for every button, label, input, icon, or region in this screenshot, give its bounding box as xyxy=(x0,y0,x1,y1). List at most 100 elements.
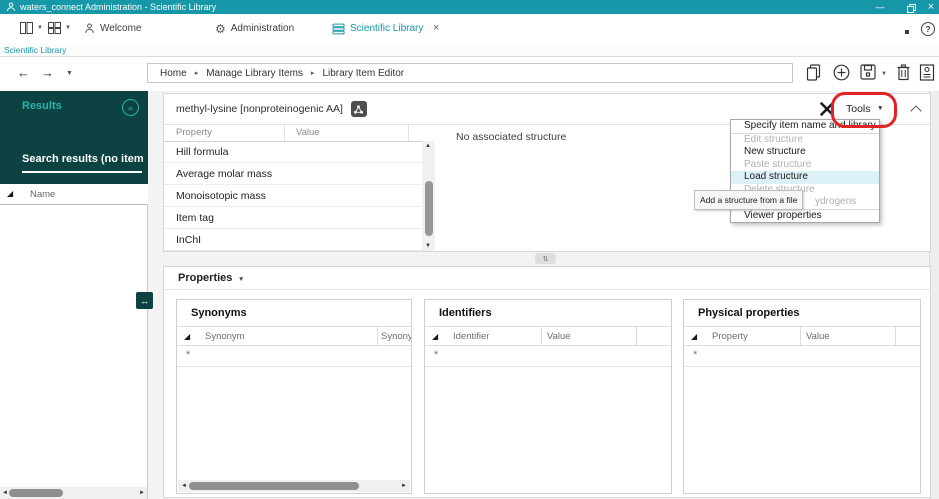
new-row[interactable]: * xyxy=(425,346,671,367)
property-row-monoisotopic-mass[interactable]: Monoisotopic mass xyxy=(164,185,422,207)
breadcrumb-library-item-editor[interactable]: Library Item Editor xyxy=(322,67,405,79)
sort-corner-icon[interactable]: ◢ xyxy=(184,332,191,341)
restore-button[interactable] xyxy=(902,0,918,14)
property-table-scrollbar[interactable]: ▲ ▼ xyxy=(422,141,435,251)
synonyms-grid-header: ◢ Synonym Synonym t xyxy=(177,326,411,346)
grid-view-icon[interactable] xyxy=(48,22,61,34)
split-view-icon[interactable] xyxy=(20,22,33,34)
scrollbar-thumb[interactable] xyxy=(189,482,359,490)
gear-icon: ⚙ xyxy=(215,21,226,36)
menu-item-load-structure[interactable]: Load structure xyxy=(731,171,879,184)
results-panel: Results « Search results (no items fou..… xyxy=(0,91,148,499)
collapse-panel-icon[interactable]: « xyxy=(122,99,139,116)
tab-welcome[interactable]: Welcome xyxy=(84,14,142,43)
tools-caret-icon[interactable]: ▼ xyxy=(877,105,884,112)
history-caret-icon[interactable]: ▼ xyxy=(66,70,73,77)
sort-corner-icon[interactable]: ◢ xyxy=(432,332,439,341)
new-row-marker: * xyxy=(434,349,439,361)
property-row-hill-formula[interactable]: Hill formula xyxy=(164,141,422,163)
synonyms-horizontal-scrollbar[interactable]: ◄ ► xyxy=(178,480,410,492)
breadcrumb-home[interactable]: Home xyxy=(160,67,187,79)
identifier-column-header[interactable]: Identifier xyxy=(453,331,490,342)
breadcrumb-separator-icon: ▸ xyxy=(310,70,315,77)
scroll-right-icon[interactable]: ► xyxy=(401,482,407,489)
scroll-right-icon[interactable]: ► xyxy=(139,489,145,496)
menu-item-new-structure[interactable]: New structure xyxy=(744,146,806,157)
property-column-header[interactable]: Property xyxy=(176,127,212,138)
scroll-down-icon[interactable]: ▼ xyxy=(425,243,431,249)
value-column-header[interactable]: Value xyxy=(547,331,571,342)
sort-corner-icon[interactable]: ◢ xyxy=(7,189,14,198)
tools-button[interactable]: Tools xyxy=(846,103,871,115)
synonym-type-column-header[interactable]: Synonym t xyxy=(381,331,411,342)
help-icon[interactable]: ? xyxy=(921,22,935,36)
results-grid-header: ◢ Name xyxy=(0,184,148,205)
close-button[interactable]: × xyxy=(927,1,935,13)
search-results-label: Search results (no items fou... xyxy=(22,153,144,165)
panel-splitter-handle[interactable]: ↔ xyxy=(136,292,153,309)
item-title: methyl-lysine [nonproteinogenic AA] xyxy=(176,103,343,115)
person-icon xyxy=(84,23,95,34)
property-column-header[interactable]: Property xyxy=(712,331,748,342)
identifiers-panel: Identifiers ◢ Identifier Value * xyxy=(424,299,672,494)
library-icon xyxy=(332,23,345,35)
value-column-header[interactable]: Value xyxy=(806,331,830,342)
save-icon[interactable] xyxy=(860,64,876,80)
properties-caret-icon[interactable]: ▼ xyxy=(238,276,245,283)
tab-bar: ▼ ▼ Welcome ⚙ Administration Scientific … xyxy=(0,14,939,57)
scroll-left-icon[interactable]: ◄ xyxy=(181,482,187,489)
menu-item-viewer-properties[interactable]: Viewer properties xyxy=(731,208,879,223)
new-row[interactable]: * xyxy=(177,346,411,367)
physical-properties-grid-header: ◢ Property Value xyxy=(684,326,920,346)
structure-badge-icon xyxy=(350,101,367,117)
scroll-up-icon[interactable]: ▲ xyxy=(425,143,431,149)
physical-properties-title: Physical properties xyxy=(698,307,800,319)
editor-header: methyl-lysine [nonproteinogenic AA] Tool… xyxy=(164,94,930,125)
tab-scientific-library[interactable]: Scientific Library xyxy=(332,14,423,43)
properties-title[interactable]: Properties xyxy=(178,272,233,284)
synonyms-panel: Synonyms ◢ Synonym Synonym t * ◄ ► xyxy=(176,299,412,494)
property-row-item-tag[interactable]: Item tag xyxy=(164,207,422,229)
property-table-header: Property Value xyxy=(164,124,422,142)
search-results-underline xyxy=(22,171,142,173)
scrollbar-thumb[interactable] xyxy=(424,181,433,236)
scrollbar-thumb[interactable] xyxy=(9,489,63,497)
name-column-header[interactable]: Name xyxy=(30,189,56,200)
module-breadcrumb: Scientific Library xyxy=(0,43,939,57)
tab-close-icon[interactable]: × xyxy=(433,22,440,34)
new-row-marker: * xyxy=(186,349,191,361)
results-horizontal-scrollbar[interactable]: ◄ ► xyxy=(0,487,147,499)
synonyms-title: Synonyms xyxy=(191,307,247,319)
horizontal-splitter-handle[interactable]: ⇅ xyxy=(535,253,556,264)
delete-icon[interactable] xyxy=(896,64,911,81)
forward-icon[interactable]: → xyxy=(41,65,54,80)
collapse-editor-icon[interactable] xyxy=(910,105,922,117)
breadcrumb[interactable]: Home ▸ Manage Library Items ▸ Library It… xyxy=(147,63,793,83)
breadcrumb-manage-library-items[interactable]: Manage Library Items xyxy=(206,67,303,79)
results-title: Results xyxy=(22,100,62,112)
copy-icon[interactable] xyxy=(806,64,821,81)
value-column-header[interactable]: Value xyxy=(296,127,320,138)
grid-view-caret-icon[interactable]: ▼ xyxy=(65,25,71,31)
minimize-button[interactable]: — xyxy=(875,2,885,12)
physical-properties-panel: Physical properties ◢ Property Value * xyxy=(683,299,921,494)
add-item-icon[interactable] xyxy=(833,64,850,81)
property-row-inchi[interactable]: InChI xyxy=(164,229,422,251)
no-structure-label: No associated structure xyxy=(456,131,567,143)
sort-corner-icon[interactable]: ◢ xyxy=(691,332,698,341)
new-row-marker: * xyxy=(693,349,698,361)
window-title: waters_connect Administration - Scientif… xyxy=(20,2,217,12)
audit-trail-icon[interactable] xyxy=(919,64,935,81)
save-caret-icon[interactable]: ▼ xyxy=(881,71,887,77)
menu-item-specify-item-name[interactable]: Specify item name and library xyxy=(731,120,879,134)
scroll-left-icon[interactable]: ◄ xyxy=(2,489,8,496)
restore-icon xyxy=(906,3,916,13)
tools-icon xyxy=(819,101,835,117)
synonym-column-header[interactable]: Synonym xyxy=(205,331,245,342)
split-view-caret-icon[interactable]: ▼ xyxy=(37,25,43,31)
tab-administration[interactable]: ⚙ Administration xyxy=(215,14,294,43)
property-row-average-molar-mass[interactable]: Average molar mass xyxy=(164,163,422,185)
new-row[interactable]: * xyxy=(684,346,920,367)
navigation-row: ← → ▼ Home ▸ Manage Library Items ▸ Libr… xyxy=(0,57,939,91)
back-icon[interactable]: ← xyxy=(17,65,30,80)
